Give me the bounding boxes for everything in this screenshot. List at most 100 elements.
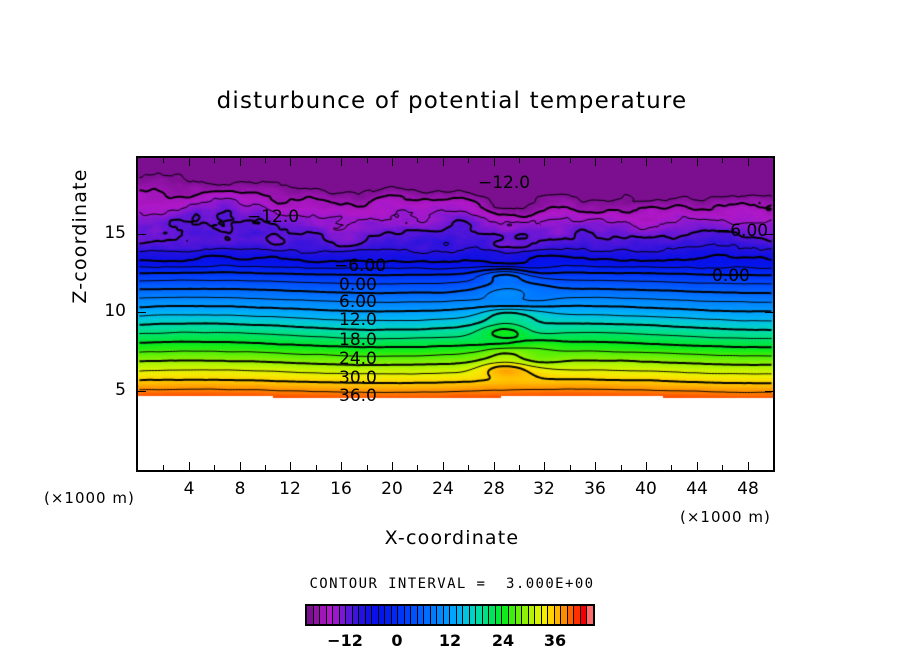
x-tick-top <box>392 158 393 166</box>
x-minor-tick-bot <box>621 465 622 470</box>
x-tick-label: 12 <box>279 479 301 499</box>
x-tick-bot <box>392 462 393 470</box>
colorbar-cell <box>346 606 353 624</box>
colorbar-tick-label: 36 <box>543 631 567 650</box>
colorbar-cell <box>469 606 477 624</box>
x-tick-label: 16 <box>330 479 352 499</box>
x-tick-top <box>748 158 749 166</box>
y-tick-label: 5 <box>115 380 126 400</box>
colorbar-cell <box>391 606 399 624</box>
temperature-field-canvas <box>138 158 773 470</box>
colorbar-cell <box>561 606 568 624</box>
x-minor-tick-top <box>163 158 164 163</box>
colorbar-cell <box>339 606 347 624</box>
colorbar-cell <box>378 606 386 624</box>
colorbar-cell <box>333 606 340 624</box>
y-tick-right <box>765 391 773 392</box>
x-minor-tick-bot <box>722 465 723 470</box>
colorbar-cell <box>508 606 516 624</box>
x-tick-bot <box>748 462 749 470</box>
x-minor-tick-top <box>367 158 368 163</box>
x-axis-unit-label: (×1000 m) <box>680 508 771 526</box>
x-tick-top <box>595 158 596 166</box>
x-tick-bot <box>290 462 291 470</box>
x-tick-bot <box>544 462 545 470</box>
x-tick-label: 40 <box>635 479 657 499</box>
x-tick-label: 44 <box>686 479 708 499</box>
colorbar-cell <box>437 606 444 624</box>
colorbar-cell <box>554 606 562 624</box>
x-minor-tick-bot <box>519 465 520 470</box>
colorbar-cell <box>307 606 314 624</box>
x-minor-tick-top <box>265 158 266 163</box>
x-minor-tick-top <box>570 158 571 163</box>
colorbar-cell <box>313 606 321 624</box>
x-tick-bot <box>443 462 444 470</box>
x-minor-tick-bot <box>570 465 571 470</box>
x-minor-tick-top <box>468 158 469 163</box>
colorbar-cell <box>463 606 470 624</box>
x-tick-bot <box>595 462 596 470</box>
x-tick-label: 36 <box>584 479 606 499</box>
colorbar-cell <box>398 606 405 624</box>
x-tick-bot <box>494 462 495 470</box>
colorbar-tick-label: −12 <box>327 631 363 650</box>
x-tick-top <box>189 158 190 166</box>
x-tick-bot <box>240 462 241 470</box>
x-minor-tick-bot <box>671 465 672 470</box>
x-minor-tick-top <box>214 158 215 163</box>
x-minor-tick-bot <box>316 465 317 470</box>
colorbar-cell <box>580 606 588 624</box>
x-tick-bot <box>646 462 647 470</box>
colorbar-cell <box>417 606 425 624</box>
y-axis-title: Z-coordinate <box>69 168 91 304</box>
colorbar-cell <box>528 606 536 624</box>
page-title: disturbunce of potential temperature <box>216 88 688 114</box>
colorbar-cell <box>548 606 555 624</box>
x-minor-tick-top <box>722 158 723 163</box>
colorbar-cell <box>385 606 392 624</box>
contour-label: 18.0 <box>339 330 377 350</box>
colorbar-cell <box>443 606 451 624</box>
x-tick-label: 28 <box>483 479 505 499</box>
colorbar-cell <box>326 606 334 624</box>
contour-label: −12.0 <box>478 173 531 193</box>
x-minor-tick-bot <box>214 465 215 470</box>
colorbar-tick-label: 0 <box>391 631 403 650</box>
x-axis-title: X-coordinate <box>384 527 520 549</box>
colorbar-cell <box>320 606 327 624</box>
colorbar-cell <box>476 606 483 624</box>
colorbar-cell <box>522 606 529 624</box>
colorbar-cell <box>404 606 412 624</box>
x-tick-top <box>341 158 342 166</box>
colorbar-cell <box>535 606 542 624</box>
colorbar-cell <box>482 606 490 624</box>
colorbar <box>305 604 595 626</box>
contour-label: 36.0 <box>339 386 377 406</box>
y-tick-label: 15 <box>104 223 126 243</box>
contour-label: 6.00 <box>339 292 377 312</box>
x-tick-label: 20 <box>381 479 403 499</box>
y-tick-left <box>138 391 146 392</box>
contour-label: 24.0 <box>339 349 377 369</box>
contour-label: 0.00 <box>712 266 750 286</box>
x-tick-label: 48 <box>737 479 759 499</box>
colorbar-cell <box>411 606 418 624</box>
colorbar-cell <box>574 606 581 624</box>
x-minor-tick-bot <box>265 465 266 470</box>
colorbar-cell <box>587 606 593 624</box>
colorbar-cell <box>541 606 549 624</box>
colorbar-cell <box>567 606 575 624</box>
x-minor-tick-top <box>519 158 520 163</box>
contour-plot-area <box>136 156 775 472</box>
x-minor-tick-top <box>316 158 317 163</box>
x-minor-tick-top <box>671 158 672 163</box>
colorbar-cell <box>352 606 360 624</box>
contour-label: −6.00 <box>334 256 387 276</box>
x-tick-top <box>290 158 291 166</box>
x-minor-tick-bot <box>163 465 164 470</box>
y-tick-right <box>765 234 773 235</box>
y-axis-unit-label: (×1000 m) <box>44 489 135 507</box>
contour-label: −6.00 <box>716 221 769 241</box>
